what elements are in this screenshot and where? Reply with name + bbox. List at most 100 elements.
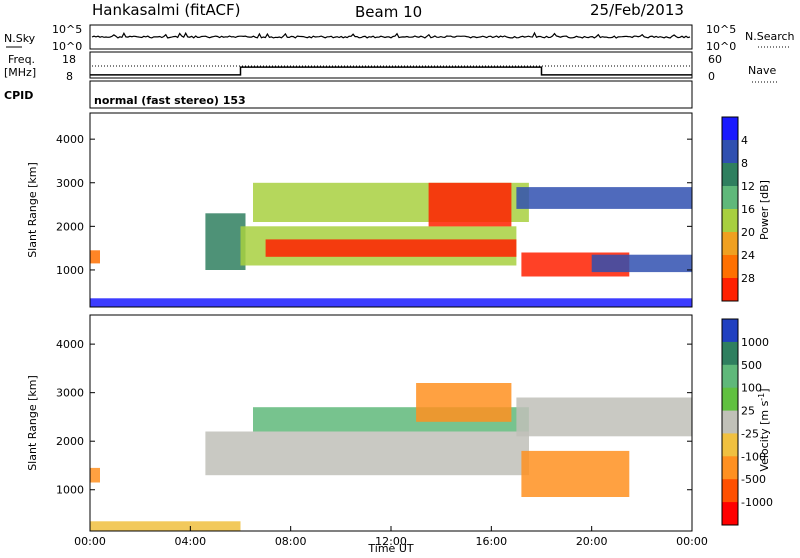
y-tick-label: 3000 [56, 387, 84, 400]
colorbar-swatch [722, 117, 738, 141]
colorbar-tick-label: 500 [741, 359, 762, 372]
heatmap-region [90, 250, 100, 264]
nsky-right-tick-bottom: 10^0 [706, 40, 736, 53]
nsky-left-tick-top: 10^5 [52, 23, 82, 36]
freq-panel: Freq. [MHz] 18 8 60 0 Nave [4, 51, 778, 83]
x-tick-label: 16:00 [475, 535, 507, 548]
x-tick-label: 08:00 [275, 535, 307, 548]
freq-series-step-line [90, 66, 692, 76]
colorbar-tick-label: 25 [741, 405, 755, 418]
beam-title: Beam 10 [355, 3, 422, 21]
freq-left-tick-bottom: 8 [66, 70, 73, 83]
heatmap-region [591, 254, 692, 273]
colorbar-swatch [722, 410, 738, 434]
colorbar-swatch [722, 456, 738, 480]
heatmap-region [516, 397, 692, 437]
colorbar-tick-label: 4 [741, 134, 748, 147]
colorbar-tick-label: -1000 [741, 496, 773, 509]
freq-left-tick-top: 18 [62, 53, 76, 66]
colorbar-swatch [722, 232, 738, 256]
colorbar-swatch [722, 387, 738, 412]
heatmap-region [205, 213, 246, 270]
colorbar-tick-label: 28 [741, 272, 755, 285]
heatmap-region [265, 239, 517, 257]
power-y-axis-label: Slant Range [km] [26, 162, 39, 258]
heatmap-region [428, 182, 512, 227]
colorbar-tick-label: 16 [741, 203, 755, 216]
velocity-y-axis-ticks: 1000 2000 3000 4000 [56, 338, 692, 497]
nsky-left-tick-bottom: 10^0 [52, 40, 82, 53]
colorbar-tick-label: -500 [741, 473, 766, 486]
velocity-x-axis-label: Time UT [367, 542, 413, 554]
colorbar-frame [721, 116, 739, 302]
velocity-colorbar-label: Velocity [m s-1] [757, 388, 771, 471]
colorbar-tick-label: 24 [741, 249, 755, 262]
colorbar-tick-label: 100 [741, 382, 762, 395]
x-tick-label: 04:00 [174, 535, 206, 548]
nsky-panel: N.Sky 10^5 10^0 10^5 10^0 N.Search [4, 23, 795, 53]
y-tick-label: 3000 [56, 177, 84, 190]
x-tick-label: 20:00 [576, 535, 608, 548]
velocity-colorbar: 1000 500 100 25 -25 -100 -500 -1000 [721, 318, 773, 526]
cpid-panel: CPID normal (fast stereo) 153 [4, 80, 693, 109]
colorbar-swatch [722, 186, 738, 210]
cpid-label: CPID [4, 89, 33, 102]
x-tick-label: 00:00 [74, 535, 106, 548]
nave-right-tick-bottom: 0 [708, 70, 715, 83]
station-title: Hankasalmi (fitACF) [92, 1, 240, 19]
nave-label: Nave [748, 64, 776, 77]
colorbar-swatch [722, 319, 738, 343]
colorbar-tick-label: 8 [741, 157, 748, 170]
heatmap-region [90, 467, 100, 483]
nsky-right-tick-top: 10^5 [706, 23, 736, 36]
velocity-heatmap-data [90, 383, 692, 531]
cpid-mode-text: normal (fast stereo) 153 [94, 94, 246, 107]
nsky-series-line [91, 31, 691, 39]
y-tick-label: 2000 [56, 435, 84, 448]
heatmap-region [416, 383, 512, 422]
heatmap-region [90, 298, 692, 307]
power-colorbar-label: Power [dB] [758, 180, 771, 240]
colorbar-tick-label: 12 [741, 180, 755, 193]
colorbar-frame [721, 318, 739, 526]
x-tick-label: 12:00 [375, 535, 407, 548]
heatmap-region [90, 521, 241, 531]
heatmap-region [521, 450, 630, 497]
date-title: 25/Feb/2013 [590, 1, 684, 19]
colorbar-swatch [722, 433, 738, 457]
y-tick-label: 2000 [56, 220, 84, 233]
colorbar-swatch [722, 502, 738, 526]
nave-right-tick-top: 60 [708, 53, 722, 66]
nsearch-label: N.Search [745, 30, 795, 43]
colorbar-swatch [722, 140, 738, 164]
colorbar-swatch [722, 255, 738, 279]
power-heatmap-panel: 1000 2000 3000 4000 Slant Range [km] 4 8 12 16… [26, 112, 771, 308]
y-tick-label: 1000 [56, 484, 84, 497]
nsky-label: N.Sky [4, 32, 36, 45]
x-tick-label: 00:00 [676, 535, 708, 548]
power-y-axis-ticks: 1000 2000 3000 4000 [56, 133, 692, 277]
colorbar-swatch [722, 479, 738, 503]
colorbar-swatch [722, 163, 738, 187]
freq-unit-label: [MHz] [4, 66, 36, 79]
y-tick-label: 4000 [56, 133, 84, 146]
colorbar-swatch [722, 209, 738, 233]
colorbar-swatch [722, 278, 738, 302]
colorbar-tick-label: 1000 [741, 336, 769, 349]
colorbar-swatch [722, 364, 738, 389]
power-colorbar: 4 8 12 16 20 24 28 [721, 116, 755, 302]
colorbar-tick-label: -25 [741, 427, 759, 440]
velocity-y-axis-label: Slant Range [km] [26, 375, 39, 471]
colorbar-tick-label: 20 [741, 226, 755, 239]
colorbar-tick-label: -100 [741, 450, 766, 463]
heatmap-region [205, 431, 529, 476]
freq-label: Freq. [8, 53, 35, 66]
velocity-heatmap-panel: 1000 2000 3000 4000 00:00 04:00 08:00 12:00 16:… [26, 314, 773, 555]
y-tick-label: 1000 [56, 264, 84, 277]
heatmap-region [516, 187, 692, 209]
colorbar-swatch [722, 341, 738, 366]
y-tick-label: 4000 [56, 338, 84, 351]
power-heatmap-data [90, 182, 692, 307]
velocity-x-axis-ticks: 00:00 04:00 08:00 12:00 16:00 20:00 00:00 [74, 526, 708, 548]
